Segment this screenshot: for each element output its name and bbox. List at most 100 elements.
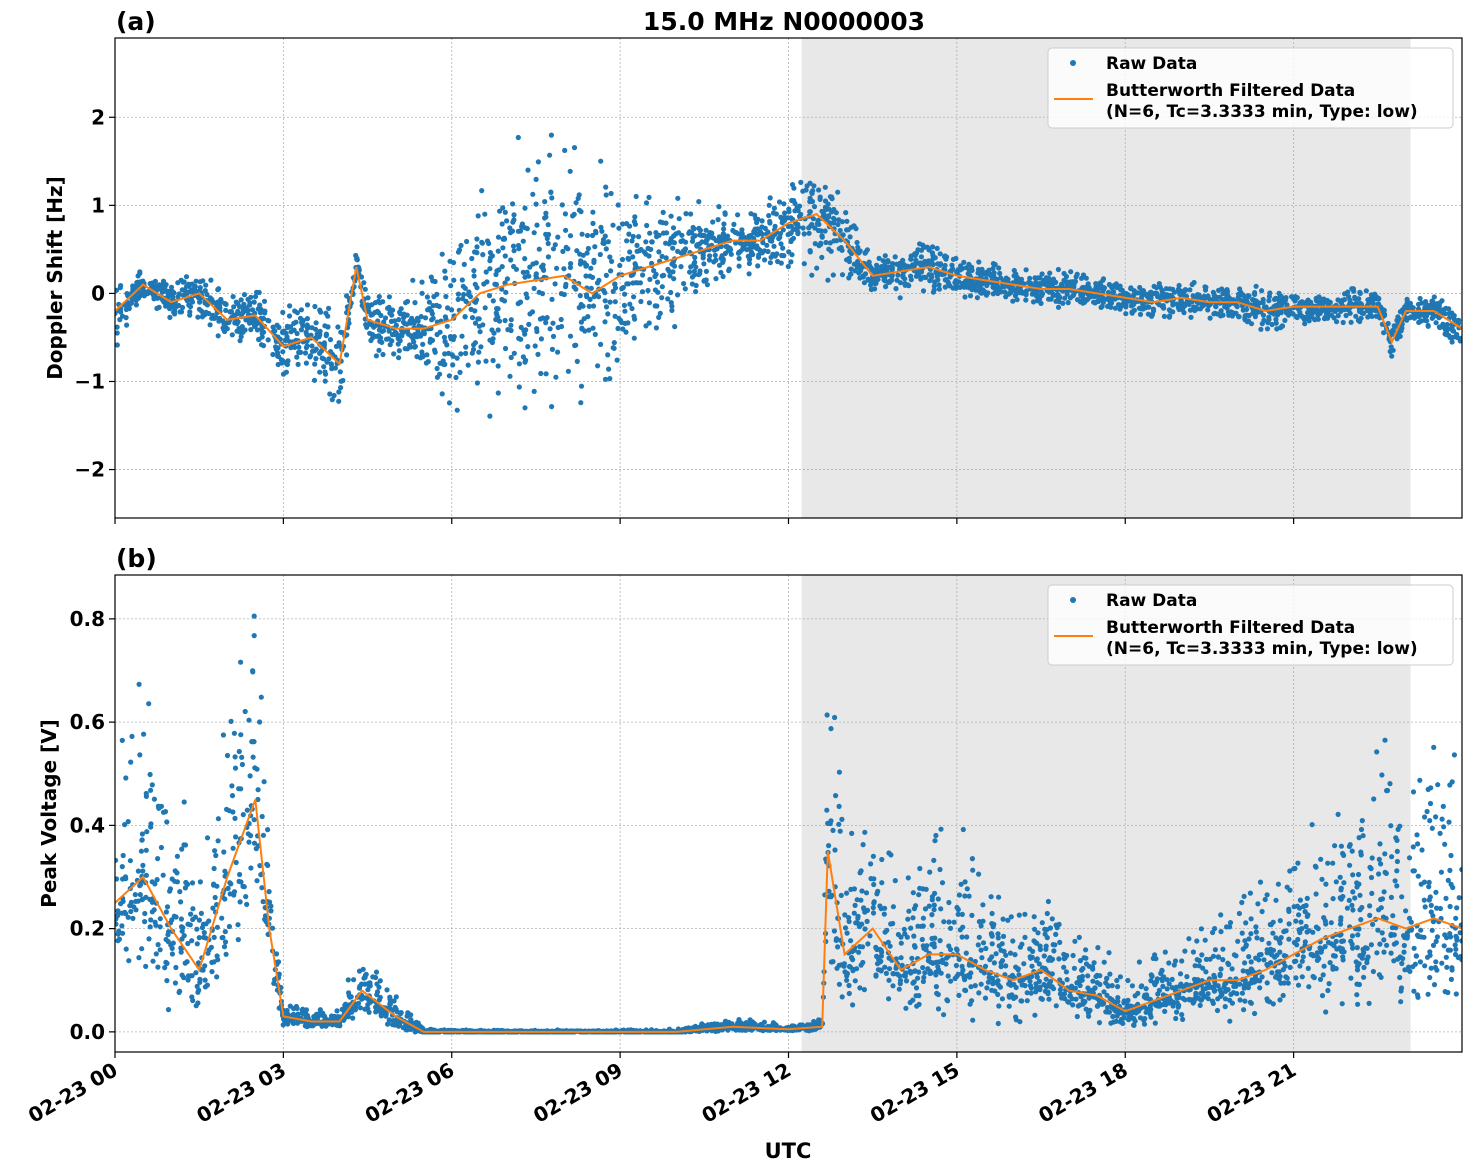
raw-point [228, 309, 234, 315]
raw-point [1143, 305, 1149, 311]
raw-point [913, 257, 919, 263]
raw-point [670, 225, 677, 231]
raw-point [474, 244, 480, 250]
raw-point [148, 821, 154, 827]
filtered-line [115, 212, 1462, 366]
raw-point [1389, 353, 1395, 359]
raw-point [222, 929, 228, 935]
raw-point [1315, 316, 1321, 322]
raw-point [358, 274, 365, 280]
raw-point [445, 305, 451, 311]
raw-point [831, 928, 838, 934]
raw-point [1189, 281, 1195, 288]
raw-point [217, 303, 223, 309]
raw-point [458, 351, 464, 357]
raw-point [471, 268, 477, 274]
raw-point [167, 314, 173, 320]
raw-point [1424, 318, 1430, 324]
raw-point [741, 234, 748, 240]
raw-point [192, 285, 198, 291]
raw-point [647, 276, 653, 282]
raw-point [294, 354, 300, 360]
raw-point [1035, 275, 1041, 281]
raw-point [879, 949, 885, 955]
raw-point [1324, 298, 1330, 305]
raw-point [542, 215, 548, 221]
raw-point [126, 958, 132, 964]
raw-point [459, 277, 465, 283]
raw-point [211, 865, 217, 872]
raw-point [115, 912, 121, 919]
raw-point [1044, 277, 1050, 283]
raw-point [550, 333, 557, 339]
raw-point [790, 226, 796, 233]
raw-point [819, 233, 825, 239]
raw-point [533, 271, 539, 277]
raw-point [1242, 313, 1248, 319]
raw-point [1273, 316, 1279, 322]
raw-point [856, 949, 862, 955]
raw-point [643, 200, 650, 206]
raw-point [212, 848, 218, 854]
raw-point [128, 899, 134, 906]
raw-point [1235, 294, 1241, 300]
raw-point [212, 894, 218, 901]
raw-point [1429, 315, 1435, 321]
raw-point [202, 963, 208, 969]
raw-point [231, 730, 237, 736]
raw-point [179, 972, 185, 978]
raw-point [882, 262, 888, 268]
raw-point [638, 298, 644, 305]
raw-point [755, 263, 761, 269]
raw-point [378, 1011, 384, 1017]
raw-point [861, 905, 867, 911]
raw-point [908, 256, 914, 262]
raw-point [411, 320, 417, 326]
raw-point [883, 284, 889, 290]
raw-point [886, 850, 892, 856]
raw-point [380, 328, 387, 334]
raw-point [511, 248, 517, 254]
raw-point [412, 300, 418, 306]
raw-point [336, 398, 342, 404]
raw-point [189, 938, 195, 944]
raw-point [139, 946, 145, 952]
raw-point [442, 275, 448, 281]
raw-point [449, 352, 455, 358]
raw-point [155, 856, 161, 862]
raw-point [280, 309, 286, 315]
raw-point [868, 861, 874, 867]
raw-point [123, 315, 129, 321]
raw-point [1147, 290, 1153, 296]
raw-point [509, 201, 516, 207]
raw-point [171, 913, 177, 919]
raw-point [455, 296, 461, 302]
raw-point [477, 329, 483, 335]
raw-point [1253, 298, 1260, 304]
raw-point [586, 327, 592, 333]
raw-point [220, 732, 226, 738]
raw-point [396, 355, 402, 361]
raw-point [146, 701, 152, 707]
raw-point [1334, 319, 1340, 325]
raw-point [1058, 281, 1065, 287]
raw-point [1039, 292, 1045, 299]
raw-point [634, 242, 640, 248]
raw-point [1277, 295, 1283, 301]
raw-point [363, 971, 369, 978]
raw-point [578, 209, 584, 215]
raw-point [712, 252, 718, 258]
raw-point [720, 273, 726, 280]
raw-point [471, 273, 477, 279]
raw-point [1425, 322, 1431, 329]
raw-point [214, 974, 220, 980]
raw-point [395, 341, 401, 347]
raw-point [659, 295, 665, 301]
raw-point [1457, 338, 1462, 344]
raw-point [393, 994, 399, 1000]
raw-point [681, 281, 687, 287]
raw-point [567, 168, 573, 174]
raw-point [656, 314, 662, 320]
raw-point [1070, 279, 1076, 285]
raw-point [648, 246, 654, 252]
